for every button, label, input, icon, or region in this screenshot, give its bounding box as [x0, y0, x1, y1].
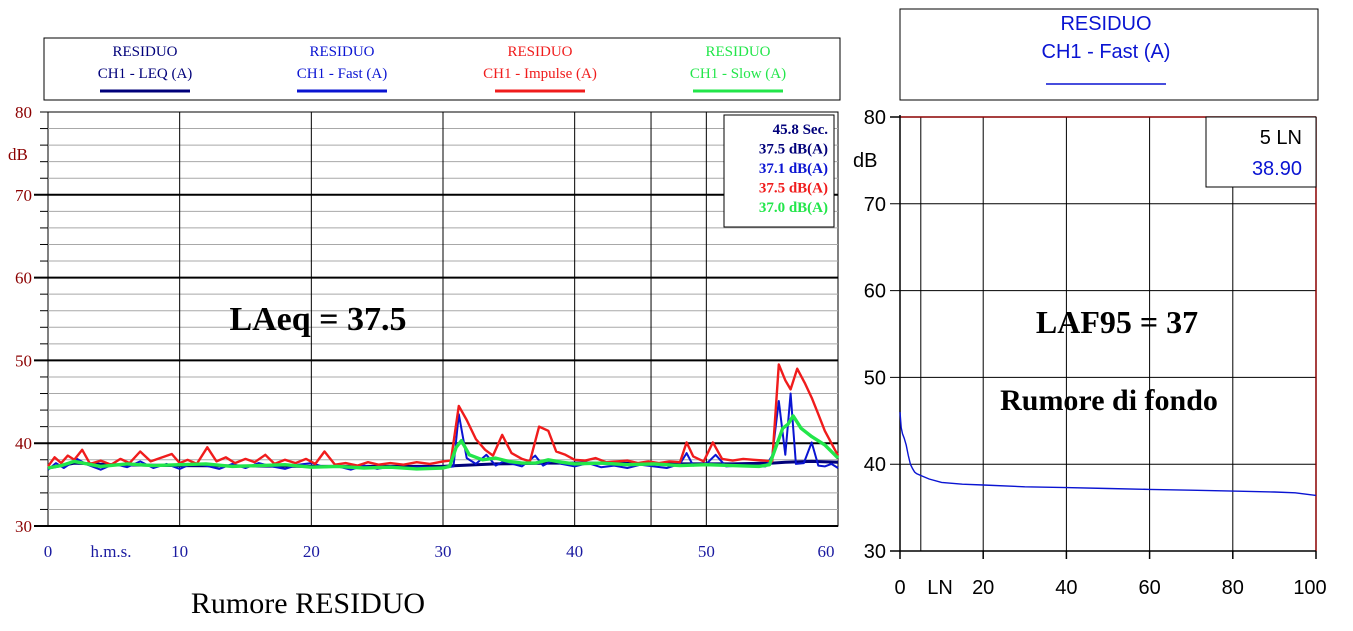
left-readout-line-5: 37.0 dB(A) — [759, 200, 828, 216]
left-y-tick-label: 30 — [15, 517, 32, 536]
left-y-tick-label: 40 — [15, 434, 32, 453]
left-readout-line-1: 45.8 Sec. — [773, 122, 829, 138]
left-x-axis-label: h.m.s. — [90, 542, 131, 561]
left-chart-legend: RESIDUO CH1 - LEQ (A) RESIDUO CH1 - Fast (A… — [43, 37, 841, 101]
series-line-ln-curve — [899, 412, 1317, 497]
right-y-tick-label: 40 — [864, 454, 886, 476]
right-readout-box — [1205, 116, 1317, 188]
right-y-tick-label: 50 — [864, 367, 886, 389]
left-y-tick-label: 50 — [15, 351, 32, 370]
legend-item-2-line2: CH1 - Fast (A) — [297, 66, 387, 82]
right-x-tick-label: 20 — [972, 577, 994, 599]
left-x-tick-label: 40 — [566, 542, 583, 561]
legend-item-3-line2: CH1 - Impulse (A) — [483, 66, 597, 82]
legend-item-4-line1: RESIDUO — [705, 44, 770, 60]
right-y-tick-label: 80 — [864, 107, 886, 129]
right-y-axis-label: dB — [853, 150, 877, 172]
right-y-tick-label: 60 — [864, 281, 886, 303]
right-x-tick-label: 100 — [1293, 577, 1326, 599]
right-legend-line2: CH1 - Fast (A) — [1042, 41, 1171, 63]
legend-item-1-line2: CH1 - LEQ (A) — [98, 66, 193, 82]
legend-item-2-line1: RESIDUO — [309, 44, 374, 60]
legend-item-4-line2: CH1 - Slow (A) — [690, 66, 786, 82]
left-x-tick-label: 30 — [435, 542, 452, 561]
left-x-tick-label: 60 — [818, 542, 835, 561]
right-y-tick-label: 30 — [864, 541, 886, 563]
left-y-tick-label: 80 — [15, 103, 32, 122]
legend-item-3-line1: RESIDUO — [507, 44, 572, 60]
right-x-tick-label: 0 — [894, 577, 905, 599]
left-x-tick-label: 20 — [303, 542, 320, 561]
left-chart-caption: Rumore RESIDUO — [191, 587, 425, 620]
left-readout-box — [723, 114, 835, 228]
legend-item-1-line1: RESIDUO — [112, 44, 177, 60]
series-line-ch1-slow-a- — [47, 414, 840, 471]
laf95-annotation: LAF95 = 37 — [1036, 304, 1198, 340]
right-legend-frame — [899, 8, 1319, 101]
left-readout-line-3: 37.1 dB(A) — [759, 161, 828, 177]
right-x-tick-label: 40 — [1055, 577, 1077, 599]
right-x-tick-label: 60 — [1138, 577, 1160, 599]
right-legend-line1: RESIDUO — [1060, 13, 1151, 35]
series-line-ch1-impulse-a- — [47, 363, 840, 468]
left-time-history-chart: 30 40 50 60 70 80 dB 0 10 20 30 40 50 60 h.m.s. 45.8 Se… — [8, 103, 840, 561]
left-x-tick-label: 10 — [171, 542, 188, 561]
right-x-axis-label: LN — [927, 577, 953, 599]
left-readout-line-4: 37.5 dB(A) — [759, 181, 828, 197]
background-noise-annotation: Rumore di fondo — [1000, 384, 1218, 417]
right-x-tick-label: 80 — [1222, 577, 1244, 599]
laeq-annotation: LAeq = 37.5 — [229, 301, 406, 338]
left-readout-line-2: 37.5 dB(A) — [759, 142, 828, 158]
right-percentile-chart: 30 40 50 60 70 80 dB 0 20 40 60 80 100 LN 5 LN 38.90 — [853, 107, 1327, 599]
left-y-tick-label: 60 — [15, 269, 32, 288]
right-readout-label: 5 LN — [1260, 127, 1302, 149]
right-readout-value: 38.90 — [1252, 158, 1302, 180]
right-plot-area — [900, 117, 1316, 551]
left-x-tick-label: 0 — [44, 542, 53, 561]
left-x-tick-label: 50 — [698, 542, 715, 561]
left-y-tick-label: 70 — [15, 186, 32, 205]
left-y-axis-label: dB — [8, 145, 28, 164]
right-chart-legend: RESIDUO CH1 - Fast (A) — [899, 8, 1319, 101]
right-y-tick-label: 70 — [864, 194, 886, 216]
